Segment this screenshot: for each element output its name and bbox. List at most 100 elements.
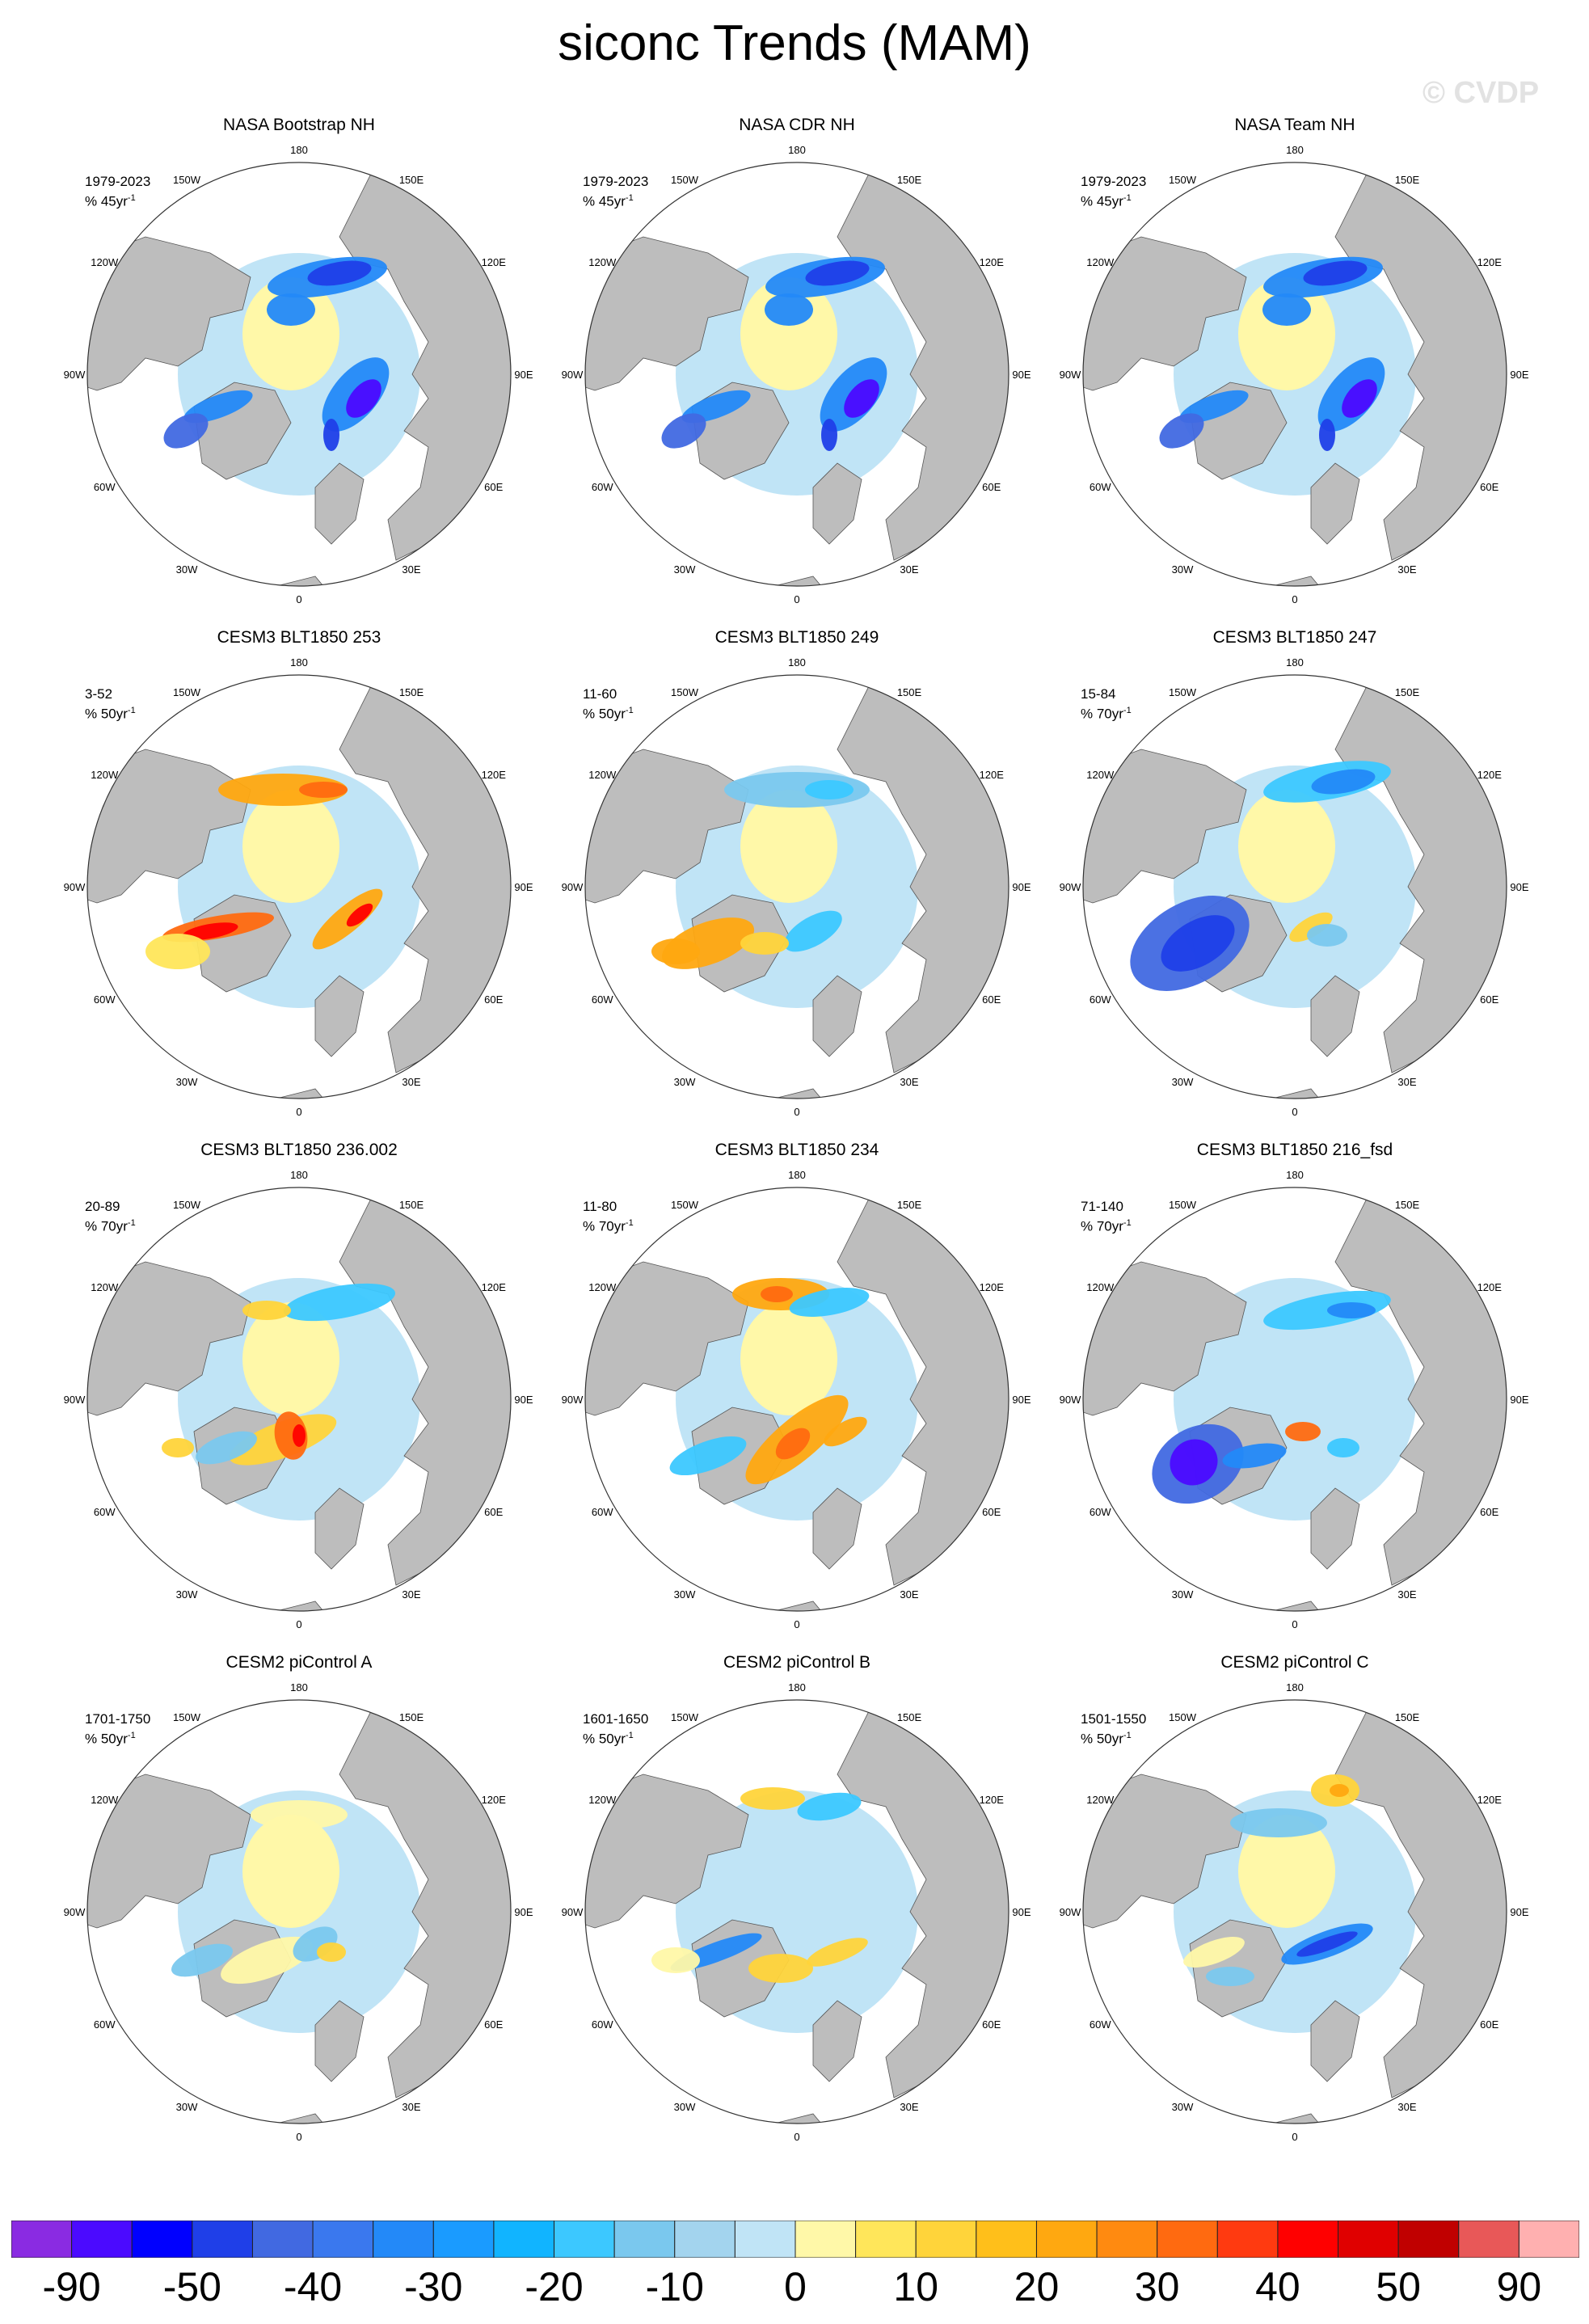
colorbar-swatch: [312, 2221, 374, 2258]
panel-info: 3-52 % 50yr-1: [85, 686, 136, 723]
longitude-label: 150W: [173, 174, 201, 186]
colorbar-tick-label: 20: [1014, 2264, 1060, 2309]
longitude-label: 30W: [176, 1588, 198, 1601]
longitude-label: 120E: [1477, 1794, 1503, 1806]
units-label: % 50yr-1: [583, 1731, 634, 1747]
longitude-label: 30W: [1172, 1588, 1194, 1601]
longitude-label: 90W: [64, 1394, 86, 1406]
longitude-label: 0: [794, 2131, 799, 2143]
longitude-label: 90W: [562, 1394, 584, 1406]
map-boundary: [584, 1699, 1009, 2124]
arctic-basin: [242, 790, 339, 903]
period-label: 1501-1550: [1081, 1711, 1147, 1727]
land-mass: [242, 2113, 356, 2124]
trend-patch: [163, 413, 209, 449]
longitude-label: 0: [1292, 1618, 1297, 1630]
panel-info: 1501-1550 % 50yr-1: [1081, 1711, 1146, 1748]
longitude-label: 60W: [1090, 481, 1111, 493]
arctic-basin: [740, 1302, 837, 1415]
longitude-label: 120W: [91, 769, 119, 781]
period-label: 1979-2023: [583, 174, 649, 189]
land-mass: [314, 1487, 365, 1570]
longitude-label: 90W: [562, 369, 584, 381]
longitude-label: 60E: [484, 2018, 503, 2031]
longitude-label: 180: [788, 144, 806, 156]
panel-info: 20-89 % 70yr-1: [85, 1199, 136, 1235]
land-mass: [812, 975, 862, 1057]
colorbar-tick-label: 40: [1255, 2264, 1300, 2309]
longitude-label: 120W: [91, 1794, 119, 1806]
map-area: [585, 1187, 1009, 1611]
longitude-label: 180: [290, 656, 308, 669]
map-panel: CESM3 BLT1850 216_fsd 180 150E 120E 90E 60E 30…: [1044, 1141, 1545, 1642]
land-mass: [87, 1261, 251, 1416]
trend-patch: [740, 1787, 805, 1810]
longitude-label: 180: [290, 144, 308, 156]
colorbar-swatch: [1338, 2221, 1399, 2258]
longitude-label: 150E: [399, 686, 424, 698]
land-mass: [812, 2000, 862, 2082]
period-label: 11-60: [583, 686, 617, 702]
trend-patch: [1262, 293, 1311, 326]
longitude-label: 120E: [1477, 769, 1503, 781]
map-panel: CESM3 BLT1850 236.002 180 150E 120E 90E 60E 30…: [48, 1141, 550, 1642]
period-label: 1979-2023: [1081, 174, 1147, 189]
map-area: [1083, 1187, 1507, 1611]
longitude-label: 0: [1292, 2131, 1297, 2143]
trend-patch: [821, 419, 837, 451]
longitude-label: 0: [296, 1618, 301, 1630]
polar-map: 180 150E 120E 90E 60E 30E 0 30W 60W 90W 120W 150W: [64, 1169, 533, 1630]
units-label: % 50yr-1: [85, 706, 136, 722]
units-label: % 50yr-1: [85, 1731, 136, 1747]
panel-title: NASA CDR NH: [739, 116, 855, 134]
period-label: 20-89: [85, 1199, 120, 1214]
longitude-label: 90W: [1060, 1906, 1081, 1918]
map-panel: CESM3 BLT1850 249 180 150E 120E 90E 60E 30E 0 30…: [546, 628, 1047, 1129]
colorbar-swatch: [373, 2221, 434, 2258]
trend-patch: [323, 419, 339, 451]
longitude-label: 60E: [484, 481, 503, 493]
trend-patch: [1330, 1784, 1349, 1797]
arctic-basin: [242, 277, 339, 390]
longitude-label: 120W: [588, 256, 617, 268]
trend-patch: [1170, 1439, 1218, 1486]
longitude-label: 150W: [671, 174, 699, 186]
trend-patch: [182, 922, 238, 940]
longitude-label: 90W: [1060, 369, 1081, 381]
land-mass: [1083, 749, 1247, 904]
longitude-label: 60W: [94, 1506, 116, 1518]
units-label: % 70yr-1: [85, 1218, 136, 1234]
arctic-basin: [1238, 790, 1335, 903]
trend-patch: [1296, 1931, 1358, 1957]
longitude-label: 30E: [900, 2101, 918, 2113]
polar-map: 180 150E 120E 90E 60E 30E 0 30W 60W 90W 120W 150W: [64, 1681, 533, 2143]
trend-patch: [1289, 912, 1333, 943]
longitude-label: 30W: [1172, 2101, 1194, 2113]
land-mass: [740, 1601, 854, 1611]
longitude-label: 90E: [1012, 1906, 1031, 1918]
longitude-label: 60E: [982, 993, 1001, 1006]
map-area: [1083, 162, 1507, 586]
trend-patch: [805, 260, 870, 286]
longitude-label: 180: [788, 656, 806, 669]
longitude-label: 0: [1292, 593, 1297, 605]
trend-patch: [740, 932, 789, 955]
panel-title: NASA Bootstrap NH: [223, 116, 375, 134]
longitude-label: 30W: [674, 2101, 696, 2113]
panel-title: NASA Team NH: [1234, 116, 1355, 134]
trend-patch: [797, 1792, 862, 1821]
trend-patch: [805, 780, 854, 799]
longitude-label: 30W: [674, 1588, 696, 1601]
longitude-label: 30E: [1397, 1588, 1416, 1601]
longitude-label: 60W: [592, 993, 613, 1006]
land-mass: [242, 576, 356, 586]
longitude-label: 30E: [402, 1076, 420, 1088]
longitude-label: 120E: [482, 1794, 507, 1806]
longitude-label: 60E: [484, 993, 503, 1006]
trend-patch: [242, 1301, 291, 1320]
trend-patch: [748, 1954, 813, 1983]
polar-map: 180 150E 120E 90E 60E 30E 0 30W 60W 90W 120W 150W: [64, 656, 533, 1118]
longitude-label: 90W: [562, 1906, 584, 1918]
units-label: % 45yr-1: [1081, 193, 1132, 209]
longitude-label: 60E: [1480, 481, 1498, 493]
